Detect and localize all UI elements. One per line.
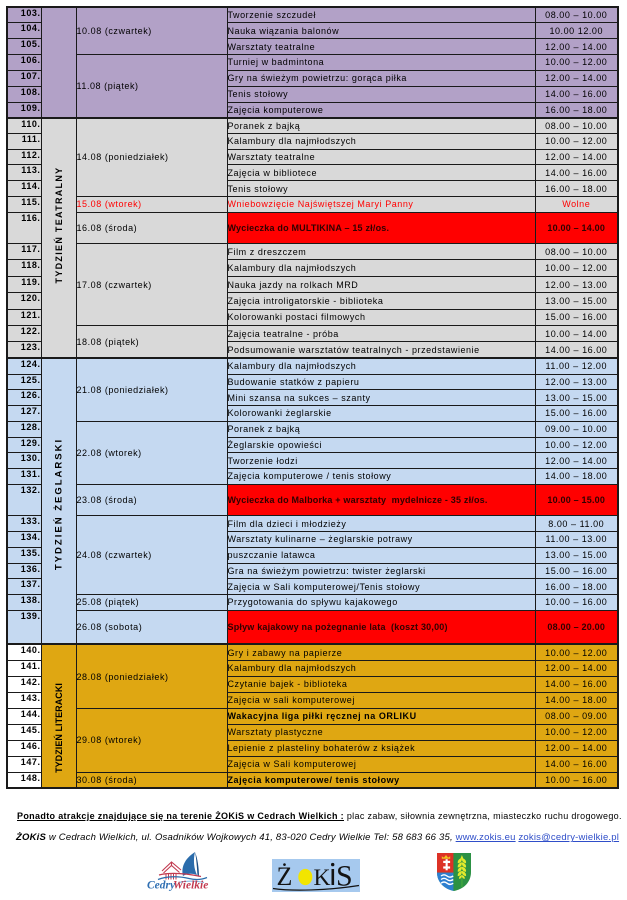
- svg-text:Wielkie: Wielkie: [173, 880, 208, 892]
- svg-text:S: S: [336, 859, 353, 891]
- svg-text:K: K: [313, 864, 330, 890]
- svg-text:Ż: Ż: [276, 861, 292, 890]
- svg-text:Cedry: Cedry: [147, 880, 176, 892]
